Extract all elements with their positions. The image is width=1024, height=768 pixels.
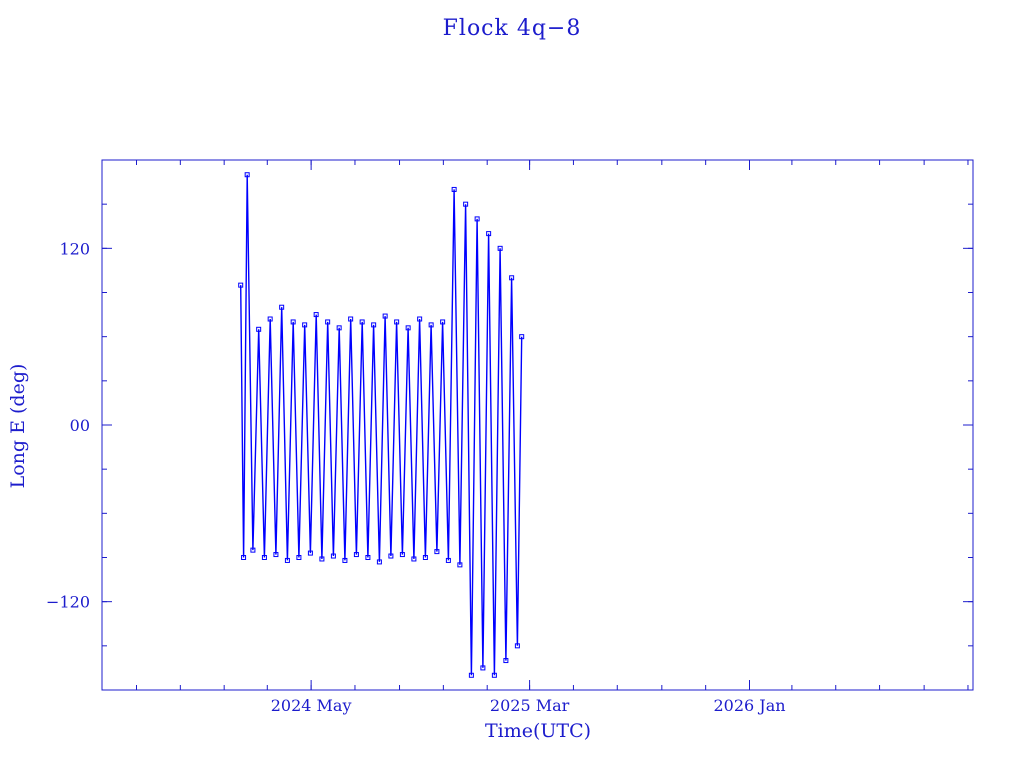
data-point [250, 547, 256, 553]
data-point [302, 322, 308, 328]
data-point [480, 665, 486, 671]
data-point [267, 316, 273, 322]
data-point [468, 672, 474, 678]
data-point [440, 319, 446, 325]
data-point [388, 553, 394, 559]
x-axis-label: Time(UTC) [484, 720, 592, 742]
plot-frame [101, 159, 974, 691]
data-point [284, 557, 290, 563]
x-tick-label: 2026 Jan [713, 696, 785, 715]
data-point [491, 672, 497, 678]
data-point [405, 325, 411, 331]
data-point [325, 319, 331, 325]
data-point [394, 319, 400, 325]
data-point [296, 555, 302, 560]
x-tick-label: 2025 Mar [490, 696, 570, 715]
data-point [336, 325, 342, 331]
series-group [238, 172, 525, 678]
data-point [279, 304, 285, 310]
data-point [457, 562, 463, 568]
data-point [445, 557, 451, 563]
data-point [256, 326, 262, 332]
data-point [497, 245, 503, 251]
data-point [509, 275, 515, 281]
data-point [382, 313, 388, 319]
data-point [514, 643, 520, 649]
data-point [365, 555, 371, 560]
data-point [342, 557, 348, 563]
data-point [353, 552, 359, 558]
y-tick-label: 120 [59, 239, 90, 258]
series-line [240, 174, 523, 676]
data-point [319, 556, 325, 562]
data-point [244, 172, 250, 178]
data-point [348, 316, 354, 322]
minor-ticks [102, 160, 973, 690]
data-point [486, 231, 492, 237]
data-point [434, 549, 440, 555]
data-point [371, 322, 377, 328]
data-point [417, 316, 423, 322]
data-point [503, 658, 509, 664]
data-point [422, 555, 428, 560]
data-point [313, 312, 319, 318]
major-ticks [102, 160, 973, 690]
data-point [273, 552, 279, 558]
data-point [376, 559, 382, 565]
x-tick-label: 2024 May [271, 696, 352, 715]
chart-title: Flock 4q−8 [442, 16, 582, 41]
y-tick-label: 00 [70, 416, 90, 435]
data-point [290, 319, 296, 325]
data-point [474, 216, 480, 222]
data-point [241, 555, 247, 560]
y-tick-label: −120 [46, 593, 90, 612]
data-point [238, 282, 244, 288]
data-point [307, 550, 313, 556]
data-point [411, 556, 417, 562]
data-point [428, 322, 434, 328]
data-point [261, 555, 267, 560]
data-point [451, 186, 457, 192]
data-point [359, 319, 365, 325]
data-point [330, 553, 336, 559]
data-point [519, 334, 525, 340]
plot-frame-border [101, 159, 974, 691]
data-point [399, 552, 405, 558]
data-point [463, 201, 469, 207]
tick-labels: 2024 May 2025 Mar 2026 Jan 120 00 −120 [46, 239, 785, 715]
